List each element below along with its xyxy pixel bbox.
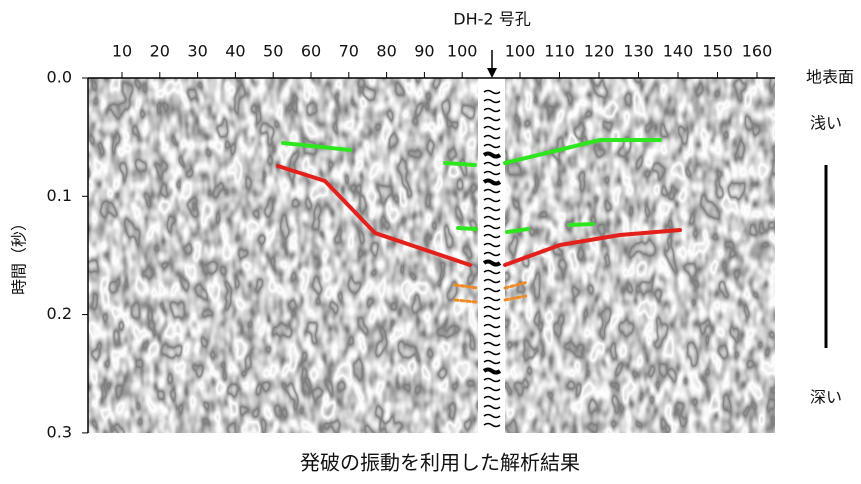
interpretation-lines [276,138,682,304]
receiver-marker [483,278,501,284]
receiver-marker [483,242,501,248]
x-tick-label: 90 [414,42,434,61]
receiver-marker [482,151,502,159]
receiver-marker [483,116,501,122]
x-tick-label: 60 [301,42,321,61]
y-tick-label: 0.3 [47,422,72,441]
receiver-marker [483,359,501,365]
borehole-markers [482,89,502,428]
green-line [281,141,352,152]
receiver-marker [483,224,501,230]
orange-line [503,280,530,290]
x-tick-label: 140 [663,42,694,61]
receiver-marker [483,323,501,329]
receiver-marker [483,233,501,239]
receiver-marker [483,98,501,104]
receiver-marker [483,332,501,338]
y-axis-label: 時間（秒） [10,215,29,295]
receiver-marker [483,395,501,401]
receiver-marker [483,269,501,275]
receiver-marker [483,350,501,356]
x-tick-label: 150 [702,42,733,61]
x-tick-label: 100 [505,42,536,61]
receiver-marker [483,170,501,176]
x-tick-label: 160 [742,42,773,61]
x-tick-label: 10 [112,42,132,61]
receiver-marker [483,161,501,167]
x-tick-label: 50 [263,42,283,61]
red-line [276,164,472,267]
orange-line [453,283,480,290]
receiver-marker [483,341,501,347]
receiver-marker [482,259,502,267]
receiver-marker [483,89,501,95]
receiver-marker [483,422,501,428]
x-tick-label: 70 [339,42,359,61]
receiver-marker [483,206,501,212]
green-line [568,222,595,227]
deep-label: 深い [810,388,842,407]
x-tick-label: 110 [544,42,575,61]
receiver-marker [483,134,501,140]
y-tick-label: 0.1 [47,186,72,205]
x-tick-label: 130 [623,42,654,61]
green-line [443,161,477,167]
receiver-marker [483,314,501,320]
orange-line [453,298,478,304]
surface-label: 地表面 [806,68,854,87]
receiver-marker [482,367,502,375]
orange-line [503,294,528,302]
receiver-marker [483,215,501,221]
seismic-section-left [88,78,478,433]
receiver-marker [482,178,502,186]
receiver-marker [483,413,501,419]
receiver-marker [483,251,501,257]
seismic-section-right [505,78,775,433]
receiver-marker [483,143,501,149]
green-line [505,227,530,234]
receiver-marker [483,125,501,131]
x-tick-label: 80 [376,42,396,61]
y-tick-label: 0.0 [47,68,72,87]
x-tick-label: 100 [447,42,478,61]
receiver-marker [483,287,501,293]
borehole-arrow-head [487,68,497,78]
receiver-marker [483,377,501,383]
shallow-label: 浅い [810,114,842,133]
receiver-marker [483,305,501,311]
receiver-marker [483,404,501,410]
receiver-marker [483,296,501,302]
y-tick-label: 0.2 [47,304,72,323]
green-line [456,226,478,231]
x-tick-label: 40 [225,42,245,61]
x-tick-label: 30 [187,42,207,61]
receiver-marker [483,188,501,194]
borehole-label: DH-2 号孔 [453,10,530,29]
x-tick-label: 20 [150,42,170,61]
green-line [503,138,662,165]
receiver-marker [483,197,501,203]
receiver-marker [483,107,501,113]
x-tick-label: 120 [584,42,615,61]
receiver-marker [483,386,501,392]
red-line [503,228,682,267]
caption: 発破の振動を利用した解析結果 [300,451,580,475]
